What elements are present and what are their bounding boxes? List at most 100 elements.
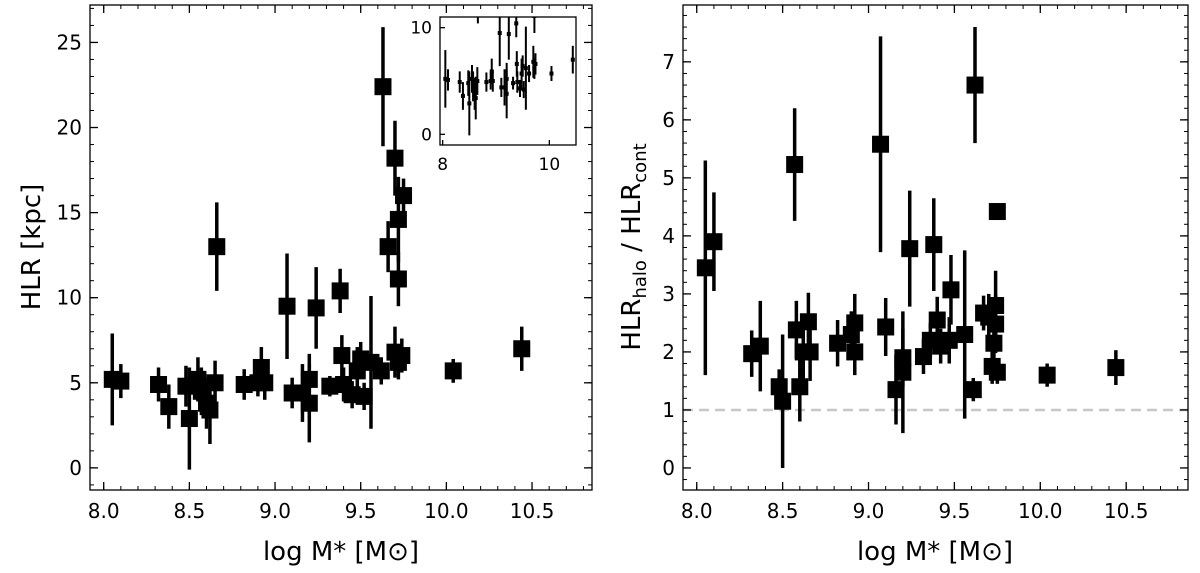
y-tick-label: 20 [57, 116, 82, 140]
x-tick-label: 8.0 [681, 499, 713, 523]
x-tick-label: 9.5 [938, 499, 970, 523]
axes-frame [89, 4, 593, 491]
y-tick-label: 2 [662, 340, 675, 364]
data-point [846, 343, 864, 361]
data-point [531, 59, 536, 64]
x-tick-label: 10.5 [510, 499, 555, 523]
y-tick-label: 5 [69, 371, 82, 395]
data-point [894, 363, 912, 381]
data-point [527, 71, 532, 76]
y-tick-label: 0 [69, 456, 82, 480]
data-point [940, 331, 958, 349]
right-xlabel: log M* [M⊙] [857, 537, 1013, 567]
x-tick-label: 8.5 [173, 499, 205, 523]
data-point [506, 32, 511, 37]
data-point [549, 71, 554, 76]
data-point [966, 76, 984, 94]
data-point [321, 377, 339, 395]
y-tick-label: 7 [662, 50, 675, 74]
data-point [887, 381, 905, 399]
y-tick-label: 0 [662, 456, 675, 480]
data-point [532, 66, 537, 71]
ylabel-sub-cont: cont [630, 143, 651, 182]
data-point [256, 374, 274, 392]
data-point [355, 387, 373, 405]
data-points [696, 27, 1125, 468]
y-tick-label: 0 [421, 125, 432, 145]
data-point [956, 326, 974, 344]
data-point [150, 375, 168, 393]
data-point [488, 79, 493, 83]
data-point [514, 61, 519, 66]
y-tick-label: 25 [57, 30, 82, 54]
data-point [467, 101, 472, 106]
x-tick-label: 9.5 [345, 499, 377, 523]
ylabel-mid: / HLR [617, 183, 647, 260]
data-point [444, 362, 462, 380]
right-panel-hlr-ratio: 8.0 8.5 9.0 9.5 10.0 10.5 0 1 2 3 4 5 6 7 [662, 4, 1189, 523]
data-point [988, 203, 1006, 221]
data-point [774, 392, 792, 410]
data-point [964, 381, 982, 399]
data-point [180, 410, 198, 428]
data-point [331, 282, 349, 300]
data-point [490, 79, 495, 83]
x-tick-label: 9.0 [853, 499, 885, 523]
data-point [520, 64, 525, 69]
data-point [511, 81, 516, 86]
data-point [570, 57, 575, 62]
data-point [519, 71, 524, 76]
y-tick-label: 10 [410, 19, 432, 39]
data-point [829, 334, 847, 352]
data-point [395, 187, 413, 205]
data-point [987, 315, 1005, 333]
data-point [208, 238, 226, 256]
data-point [112, 372, 130, 390]
data-point [1038, 366, 1056, 384]
data-point [252, 358, 270, 376]
data-point [521, 87, 526, 92]
x-tick-label: 10 [539, 155, 561, 175]
data-point [307, 299, 325, 317]
data-point [300, 394, 318, 412]
y-tick-label: 4 [662, 224, 675, 248]
y-tick-label: 15 [57, 201, 82, 225]
data-point [393, 347, 411, 365]
data-point [942, 281, 960, 299]
data-point [333, 347, 351, 365]
data-point [160, 398, 178, 416]
data-point [801, 343, 819, 361]
data-point [988, 363, 1006, 381]
data-point [206, 374, 224, 392]
data-point [799, 313, 817, 331]
data-point [846, 314, 864, 332]
data-point [518, 86, 522, 91]
data-points [443, 17, 575, 136]
data-point [389, 270, 407, 288]
data-point [475, 79, 480, 83]
left-panel-hlr: 8.0 8.5 9.0 9.5 10.0 10.5 0 5 10 15 20 25 8 10 0 10 [57, 4, 593, 523]
data-point [705, 233, 723, 251]
data-point [786, 156, 804, 174]
data-point [201, 401, 219, 419]
x-tick-label: 10.0 [424, 499, 469, 523]
data-point [513, 340, 531, 358]
data-point [499, 85, 504, 90]
right-ylabel: HLRhalo / HLRcont [617, 143, 651, 350]
data-point [374, 78, 392, 96]
data-point [877, 318, 895, 336]
data-point [751, 337, 769, 355]
data-point [872, 135, 890, 153]
data-point [466, 81, 471, 86]
data-point [504, 91, 509, 96]
ylabel-sub-halo: halo [630, 260, 651, 298]
y-tick-label: 10 [57, 286, 82, 310]
left-ylabel: HLR [kpc] [17, 184, 47, 311]
data-point [901, 240, 919, 258]
data-point [696, 259, 714, 277]
x-tick-label: 10.0 [1018, 499, 1063, 523]
y-tick-label: 6 [662, 108, 675, 132]
x-tick-label: 8 [437, 155, 448, 175]
data-point [925, 236, 943, 254]
